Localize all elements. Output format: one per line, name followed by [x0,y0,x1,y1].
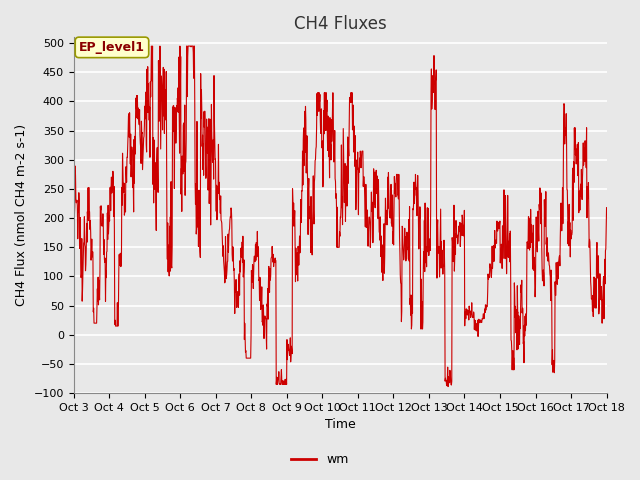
X-axis label: Time: Time [324,419,355,432]
Title: CH4 Fluxes: CH4 Fluxes [294,15,387,33]
Y-axis label: CH4 Flux (nmol CH4 m-2 s-1): CH4 Flux (nmol CH4 m-2 s-1) [15,124,28,306]
Text: EP_level1: EP_level1 [79,41,145,54]
Legend: wm: wm [286,448,354,471]
